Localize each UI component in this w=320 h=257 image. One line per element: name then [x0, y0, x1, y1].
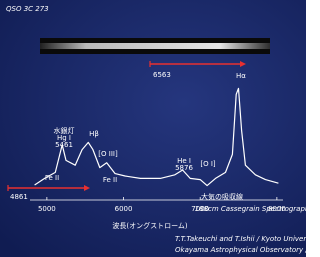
x-tick-label: 6000	[115, 205, 133, 213]
annotation: [O I]	[200, 160, 216, 168]
x-tick-label: 8000	[268, 205, 286, 213]
x-axis-label: 波長(オングストローム)	[112, 221, 188, 230]
annotation: Hα	[236, 72, 246, 80]
credit: T.T.Takeuchi and T.Ishii / Kyoto Univers…	[175, 235, 306, 243]
annotation: 大気の吸収線	[201, 192, 243, 201]
instrument: 188cm Cassegrain Spectrograph	[195, 205, 306, 213]
chart-title: QSO 3C 273	[6, 5, 49, 13]
marker-label: 4861	[10, 193, 28, 201]
annotation: [O III]	[98, 150, 118, 158]
annotation: Hβ	[89, 130, 99, 138]
annotation: 5461	[55, 141, 73, 149]
annotation: Fe II	[103, 176, 117, 184]
credit: Okayama Astrophysical Observatory / NAO	[175, 246, 306, 254]
marker-label: 6563	[153, 71, 171, 79]
spectrum-strip	[40, 43, 270, 49]
slide: QSO 3C 273 波長(オングストローム) 188cm Cassegrain…	[0, 0, 306, 257]
x-tick-label: 7000	[191, 205, 209, 213]
x-tick-label: 5000	[38, 205, 56, 213]
annotation: 5876	[175, 164, 193, 172]
annotation: Fe II	[45, 174, 59, 182]
